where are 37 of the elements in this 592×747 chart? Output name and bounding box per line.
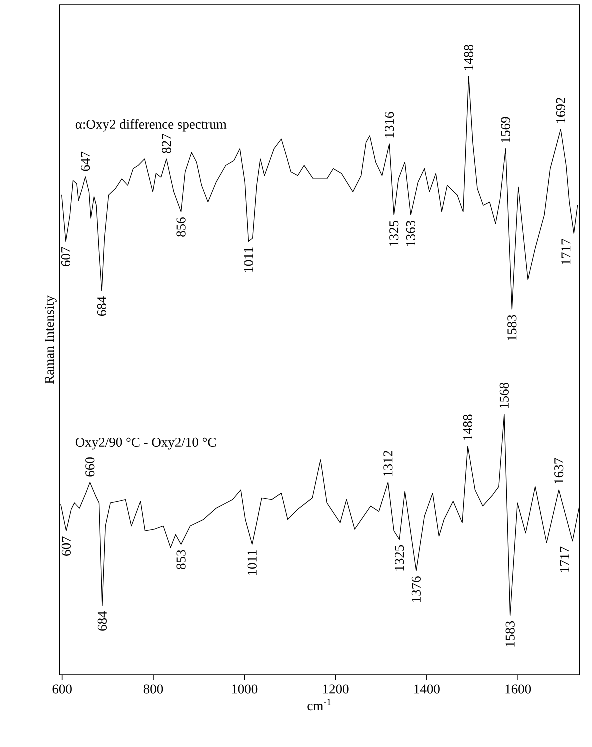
annotation: 1692 [556,98,566,124]
annotation: 856 [176,218,186,237]
x-axis-title: cm$^{-1}$ [308,699,331,711]
annotation: 607 [61,247,71,266]
annotation: 1583 [506,621,515,647]
annotation: 684 [98,611,107,631]
annotation: 684 [97,296,107,316]
annotation: 1488 [464,45,474,70]
annotation: 1011 [248,550,257,576]
series-label: α:Oxy2 difference spectrum [76,119,227,132]
x-tick-label: 1400 [414,684,440,694]
annotation: 1569 [501,117,510,143]
x-tick-label: 1000 [232,684,258,694]
x-tick-label: 1600 [506,684,532,694]
annotation: 827 [162,134,172,154]
annotation: 1488 [463,414,472,440]
annotation: 1325 [390,220,399,246]
annotation: 647 [81,152,90,172]
annotation: 1717 [562,239,571,265]
annotation: 1312 [384,451,393,476]
annotation: 607 [62,536,71,556]
annotation: 660 [86,458,95,477]
annotation: 1316 [385,112,394,138]
annotation: 1568 [500,382,509,408]
annotation: 1376 [412,576,421,602]
annotation: 1325 [395,545,404,571]
text: Oxy2/90 °C - Oxy2/10 °C [76,438,216,450]
annotation: 1363 [406,220,416,246]
x-tick-label: 1200 [323,684,349,694]
annotation: 853 [176,550,186,570]
annotation: 1717 [560,546,570,572]
y-axis-title: Raman Intensity [45,296,57,384]
x-tick-label: 600 [52,684,72,694]
annotation: 1637 [554,458,564,484]
x-tick-label: 800 [144,684,164,694]
annotation: 1583 [508,315,517,341]
annotation: 1011 [244,248,254,272]
